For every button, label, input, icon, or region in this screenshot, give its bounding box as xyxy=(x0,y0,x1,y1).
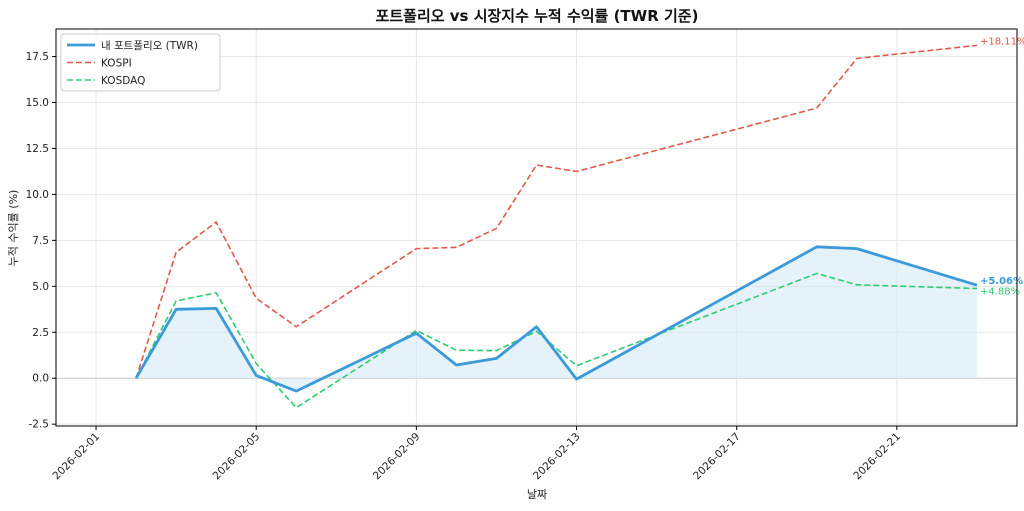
legend: 내 포트폴리오 (TWR) KOSPI KOSDAQ xyxy=(60,33,221,92)
legend-box xyxy=(60,33,221,92)
y-tick-label: 10.0 xyxy=(26,189,49,201)
chart-title: 포트폴리오 vs 시장지수 누적 수익률 (TWR 기준) xyxy=(376,7,699,25)
x-tick-label: 2026-02-09 xyxy=(371,431,423,483)
y-tick-label: -2.5 xyxy=(29,419,50,431)
legend-label-2: KOSDAQ xyxy=(101,75,145,87)
series-lines xyxy=(134,44,978,409)
legend-label-0: 내 포트폴리오 (TWR) xyxy=(101,40,198,52)
y-tick-label: 0.0 xyxy=(32,373,49,385)
x-tick-label: 2026-02-21 xyxy=(851,431,903,483)
y-tick-label: 17.5 xyxy=(26,51,49,63)
end-label-1: +18.11% xyxy=(980,36,1024,47)
plot-frame xyxy=(55,28,1018,427)
y-tick-label: 2.5 xyxy=(32,327,49,339)
y-axis-label: 누적 수익률 (%) xyxy=(7,190,20,267)
y-tick-label: 7.5 xyxy=(32,235,49,247)
end-labels: +18.11% +4.88%+5.06% xyxy=(980,36,1024,297)
end-label-2: +4.88% xyxy=(980,287,1020,298)
x-tick-label: 2026-02-01 xyxy=(51,431,103,483)
x-tick-label: 2026-02-17 xyxy=(691,431,743,483)
x-tick-label: 2026-02-05 xyxy=(211,431,263,483)
end-label-0: +5.06% xyxy=(980,276,1023,287)
y-tick-label: 5.0 xyxy=(32,281,49,293)
y-tick-label: 15.0 xyxy=(26,97,49,109)
x-tick-label: 2026-02-13 xyxy=(531,431,583,483)
x-axis: 2026-02-01 2026-02-05 2026-02-09 2026-02-13… xyxy=(51,426,903,482)
area-layer xyxy=(136,246,977,392)
y-tick-label: 12.5 xyxy=(26,143,49,155)
x-axis-label: 날짜 xyxy=(527,488,547,501)
series-area-0 xyxy=(136,246,977,392)
y-axis: -2.5 0.0 2.5 5.0 7.5 10.0 12.5 15.0 17.5 xyxy=(26,51,56,431)
legend-label-1: KOSPI xyxy=(101,58,132,70)
